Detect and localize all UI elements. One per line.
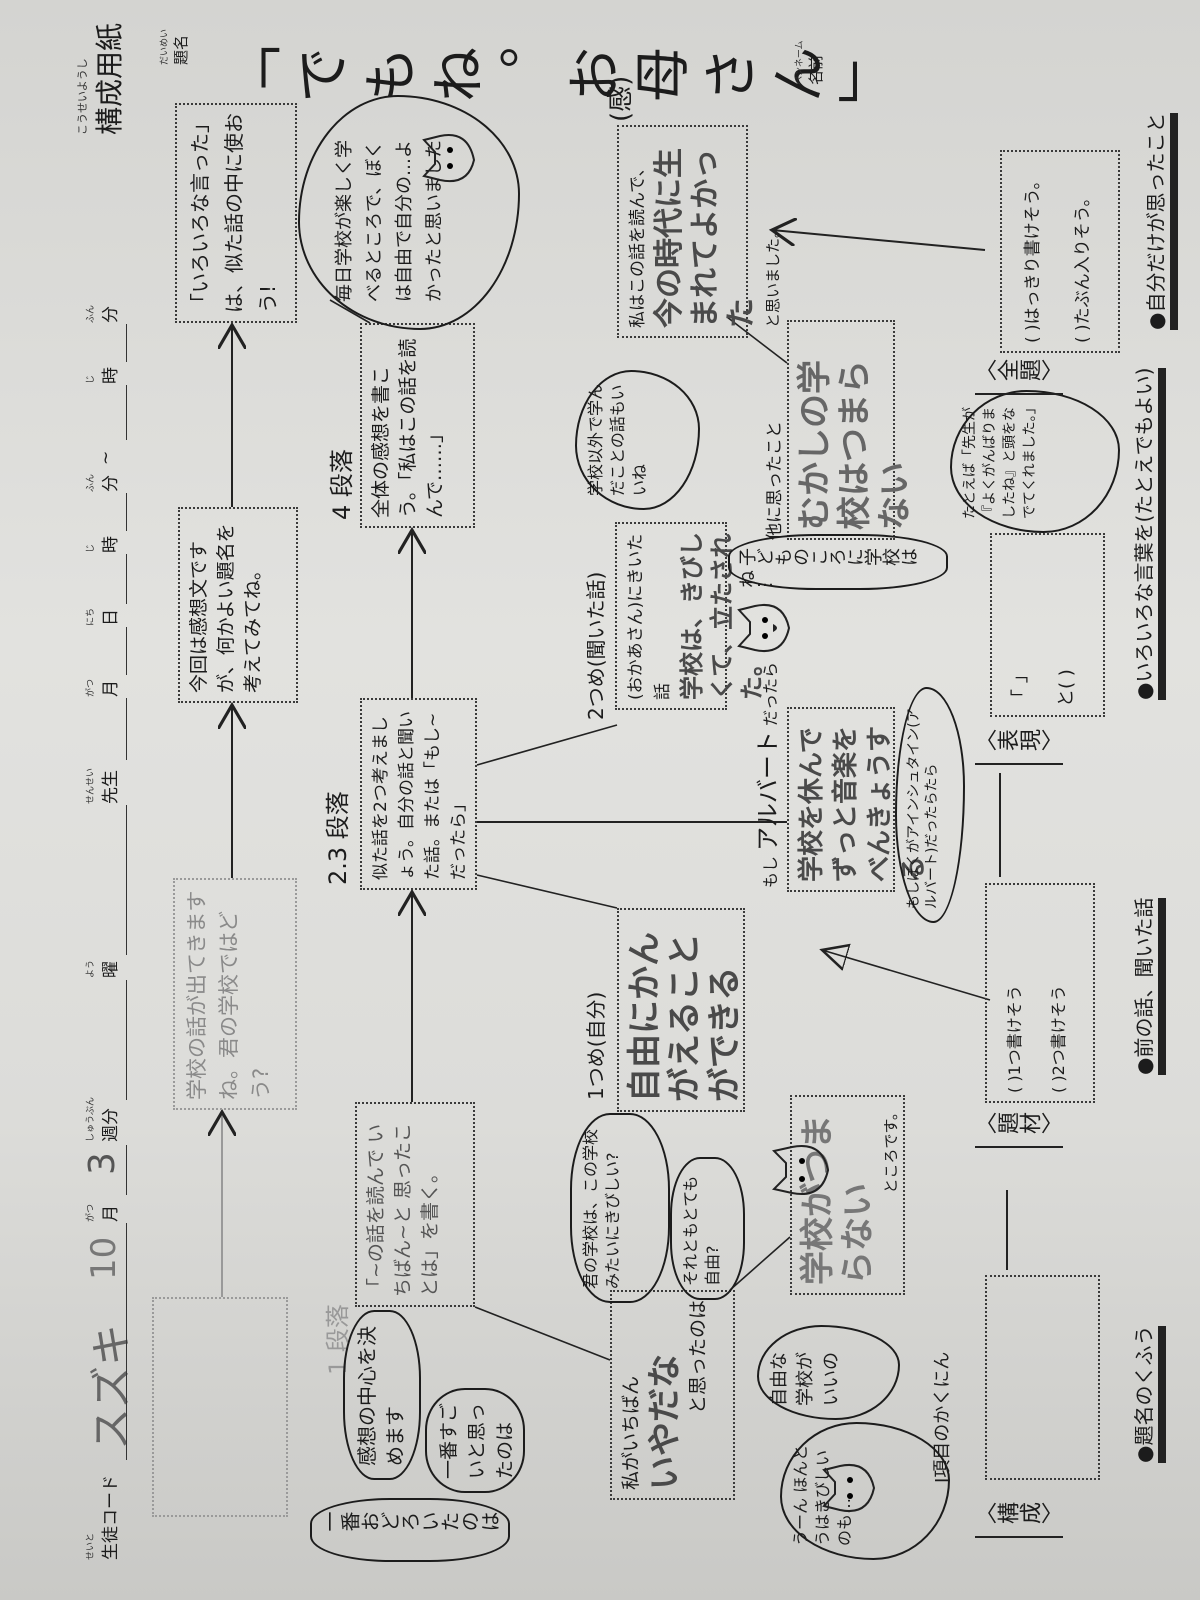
paragraph-23-label: 2.3 段落 [324,791,352,885]
material-check-box[interactable]: ( )1つ書けそう ( )2つ書けそう [985,883,1095,1103]
overall-check-box[interactable]: ( )はっきり書けそう。 ( )たぶん入りそう。 [1000,150,1120,353]
arrow-line [772,230,986,251]
albert-label: もし アルバート だったら [748,662,783,888]
material-option-2[interactable]: ( )2つ書けそう [1049,985,1068,1093]
structure-label: 〈構成〉 [975,1500,1063,1538]
criteria-expressions: ●いろいろな言葉を(たとえでもよい) [1128,367,1166,700]
structure-check-box[interactable] [985,1275,1100,1480]
expression-label: 〈表現〉 [975,727,1063,765]
connector [726,316,788,364]
bubble-if-einstein: もしぼくがアインシュタイン(アルバート)だったらたら [895,687,965,923]
second-story-box[interactable]: (おかあさん)にきいた話 学校は、きびしくて、立たされた。 [615,522,766,710]
bubble-example: たとえば「先生が『よくがんばりましたね』と頭をなでてくれました。」 [950,390,1120,533]
overall-option-2[interactable]: ( )たぶん入りそう。 [1073,189,1093,343]
connector [329,299,371,324]
conclusion-marker: 今の時代に生まれてよかった [652,148,759,328]
cat-icon [737,604,791,652]
paragraph-4-box: 全体の感想を書こう。「私はこの話を読んで……」 [360,323,475,528]
school-topic-box: 学校の話が出てきますね。君の学校ではどう? [173,878,297,1110]
other-thoughts-label: 他に思ったこと [765,421,785,540]
material-label: 〈題材〉 [975,1110,1063,1148]
second-story-source: (おかあさん)にきいた話 [626,533,673,700]
bubble-your-school: 君の学校は、この学校みたいにきびしい? [570,1113,670,1303]
paragraph-4-label: 4 段落 [328,449,356,520]
other-thoughts-box[interactable]: むかしの学校はつまらない [787,320,915,540]
cat-icon [422,134,476,182]
arrow-line [822,950,991,1001]
criteria-title-idea: ●題名のくふう [1128,1325,1166,1463]
boring-suffix: ところです。 [882,1105,900,1194]
albert-label-name: アルバート [754,731,782,851]
connector [729,1236,791,1291]
overall-label: 〈全題〉 [975,357,1063,395]
title-hint-box: 今回は感想文ですが、何かよい題名を考えてみてね。 [178,507,298,703]
title-box-empty[interactable] [152,1297,288,1517]
conclusion-prefix: 私はこの話を読んで、 [628,159,648,328]
connector [474,1306,611,1361]
albert-box[interactable]: 学校を休んでずっと音楽をべんきょうする [787,707,929,892]
connector [476,874,618,909]
bubble-most-amazing: 一番すごいと思ったのは [425,1388,525,1493]
second-story-label: 2つめ(聞いた話) [584,571,608,720]
material-option-1[interactable]: ( )1つ書けそう [1005,985,1024,1093]
criteria-stories: ●前の話、聞いた話 [1128,897,1166,1075]
thought-cloud: 毎日学校が楽しく学べるところで、ぼくは自由で自分の…よかったと思いました [298,95,520,330]
expression-line-1: 「 」 [1010,665,1031,707]
checklist-heading: Ⅰ項目のかくにん [932,1351,953,1483]
first-story-label: 1つめ(自分) [584,991,608,1100]
dislike-box[interactable]: 私がいちばん いやだな と思ったのは [610,1290,735,1500]
conclusion-box[interactable]: 私はこの話を読んで、 今の時代に生まれてよかった と思いました。 [617,125,782,338]
bubble-outside-school: 学校以外で学んだことの話もいいね [575,370,700,510]
paragraph-23-box: 似た話を2つ考えましょう。自分の話と聞いた話。または「もし~だったら」 [360,698,477,890]
cat-icon [772,1145,830,1195]
cat-icon [822,1464,876,1512]
first-story-box[interactable]: 自由にかんがえることができる [617,908,745,1112]
bubble-most-surprised: 一番おどろいたのは [310,1498,510,1562]
dislike-marker: いやだな [645,1354,685,1490]
expression-check-box[interactable]: 「 」 と( ) [990,533,1105,717]
bubble-free-school: 自由な学校がいいの [757,1325,900,1420]
overall-option-1[interactable]: ( )はっきり書けそう。 [1023,172,1043,343]
criteria-own-thoughts: ●自分だけが思ったこと [1140,112,1178,330]
conclusion-suffix: と思いました。 [764,222,782,328]
albert-label-pre: もし [761,855,780,888]
bubble-childhood: 子どものころに学校はね… [728,534,948,591]
dislike-prefix: 私がいちばん [620,1375,642,1490]
bubble-decide-center: 感想の中心を決めます [343,1310,421,1480]
connector [476,724,618,766]
bubble-or-free: それともとても自由? [670,1157,745,1300]
dislike-suffix: と思ったのは [687,1300,709,1415]
impression-tag: (感) [606,75,636,122]
expressions-hint-box: 「いろいろな言った」は、似た話の中に使おう! [175,103,297,323]
albert-label-post: だったら [761,662,780,727]
paragraph-1-box: 「~の話を読んで いちばん~と 思ったことは」を書く。 [355,1102,475,1307]
expression-line-2: と( ) [1056,669,1077,707]
